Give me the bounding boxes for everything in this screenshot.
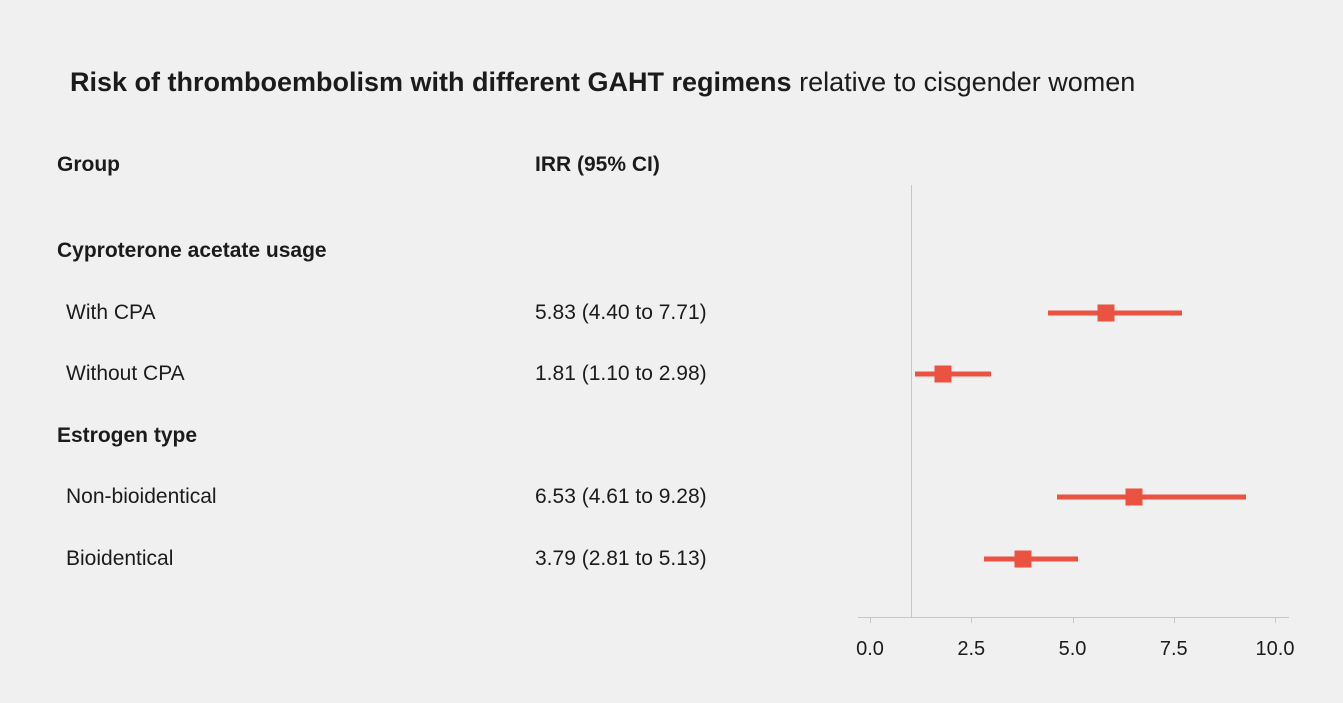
row-label: Non-bioidentical <box>66 485 217 508</box>
confidence-interval-bar <box>914 371 991 377</box>
column-header-irr: IRR (95% CI) <box>535 153 660 176</box>
page-title: Risk of thromboembolism with different G… <box>70 67 1136 98</box>
confidence-interval-bar <box>1048 310 1183 315</box>
page-title-main: Risk of thromboembolism with different G… <box>70 67 792 97</box>
group-heading: Cyproterone acetate usage <box>57 239 327 262</box>
x-axis-tick <box>870 617 871 623</box>
row-irr-value: 1.81 (1.10 to 2.98) <box>535 362 707 385</box>
x-axis-tick <box>971 617 973 623</box>
column-header-group: Group <box>57 153 120 176</box>
x-axis-tick-label: 0.0 <box>856 638 884 660</box>
row-irr-value: 6.53 (4.61 to 9.28) <box>535 485 707 508</box>
x-axis-tick-label: 2.5 <box>957 638 986 660</box>
x-axis-tick <box>1173 617 1175 623</box>
x-axis-tick <box>1072 617 1074 623</box>
x-axis-tick-label: 7.5 <box>1159 638 1188 660</box>
x-axis-tick-label: 5.0 <box>1058 638 1087 660</box>
x-axis-tick <box>1275 617 1276 623</box>
reference-line <box>910 185 912 618</box>
row-irr-value: 3.79 (2.81 to 5.13) <box>535 546 707 570</box>
x-axis-line <box>858 617 1289 618</box>
point-estimate-marker <box>1125 488 1143 506</box>
page-title-suffix: relative to cisgender women <box>791 67 1136 97</box>
row-irr-value: 5.83 (4.40 to 7.71) <box>535 300 707 324</box>
row-label: Without CPA <box>66 362 185 385</box>
x-axis-tick-label: 10.0 <box>1255 638 1295 660</box>
group-heading: Estrogen type <box>57 423 198 447</box>
row-label: With CPA <box>66 300 156 324</box>
point-estimate-marker <box>934 365 952 383</box>
point-estimate-marker <box>1097 304 1115 321</box>
point-estimate-marker <box>1014 550 1032 567</box>
confidence-interval-bar <box>1056 494 1246 500</box>
row-label: Bioidentical <box>66 546 174 570</box>
